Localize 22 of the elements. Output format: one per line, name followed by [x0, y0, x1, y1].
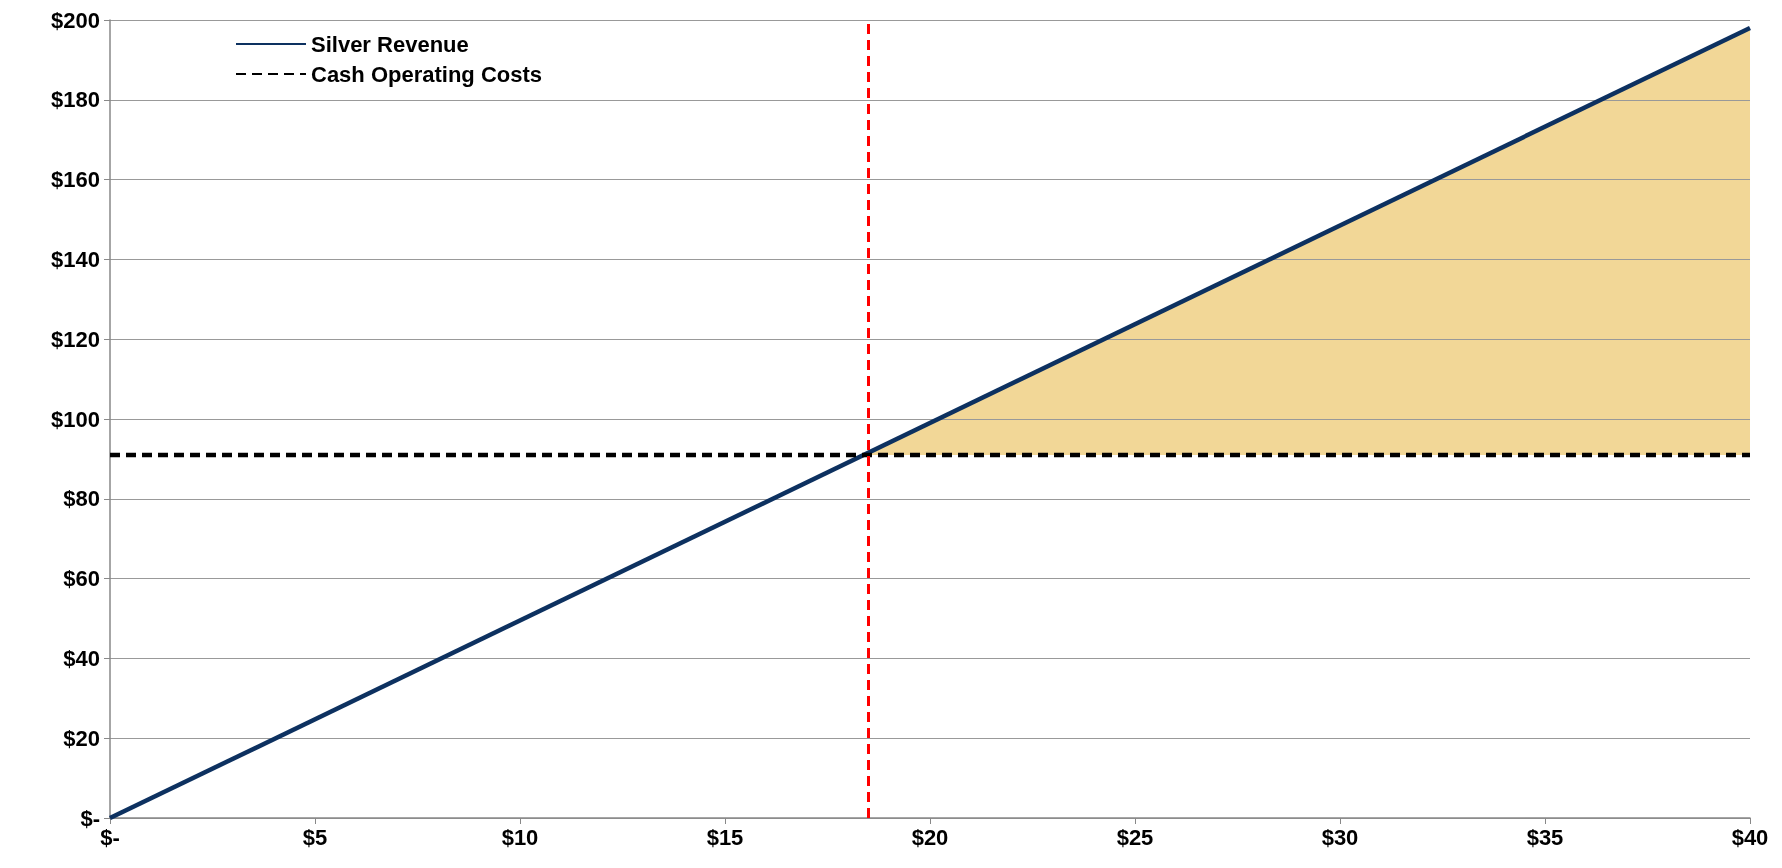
y-tick-label: $140	[51, 246, 100, 272]
y-tick-label: $100	[51, 406, 100, 432]
y-tick-label: $-	[80, 805, 100, 831]
y-tick-label: $120	[51, 326, 100, 352]
x-tick-label: $35	[1526, 824, 1564, 850]
x-tick-label: $40	[1731, 824, 1769, 850]
y-tick-label: $40	[63, 645, 100, 671]
y-tick-label: $180	[51, 87, 100, 113]
legend-label: Cash Operating Costs	[311, 61, 543, 87]
x-tick-label: $10	[501, 824, 539, 850]
y-tick-label: $160	[51, 167, 100, 193]
x-tick-label: $5	[302, 824, 328, 850]
y-tick-label: $20	[63, 725, 100, 751]
x-tick-label: $30	[1321, 824, 1359, 850]
y-tick-label: $80	[63, 486, 100, 512]
x-tick-label: $25	[1116, 824, 1154, 850]
x-tick-label: $15	[706, 824, 744, 850]
x-tick-label: $20	[911, 824, 949, 850]
y-tick-label: $200	[51, 7, 100, 33]
y-tick-label: $60	[63, 566, 100, 592]
legend-label: Silver Revenue	[311, 31, 469, 57]
x-tick-label: $-	[100, 824, 120, 850]
